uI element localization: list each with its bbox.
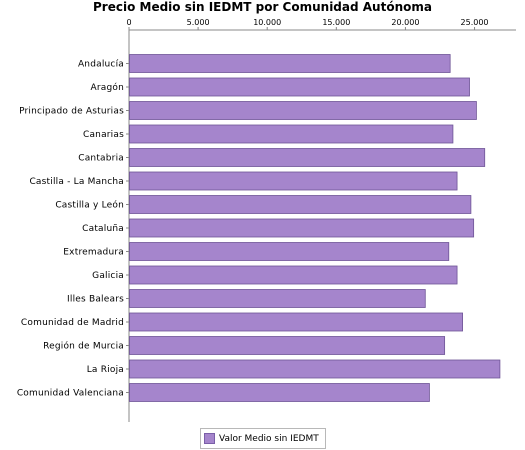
category-label: Cataluña <box>82 224 124 234</box>
category-label: Aragón <box>91 82 125 93</box>
category-label: Galicia <box>92 271 124 281</box>
bar <box>129 359 501 379</box>
bar <box>129 195 472 214</box>
x-tick-label: 25.000 <box>461 18 489 27</box>
category-label: Castilla y León <box>55 200 124 211</box>
y-axis <box>126 30 130 422</box>
bar <box>129 312 463 332</box>
legend-swatch <box>204 433 215 444</box>
bars <box>129 54 501 402</box>
category-label: Región de Murcia <box>43 341 124 352</box>
category-label: La Rioja <box>87 365 124 375</box>
bar <box>129 265 458 285</box>
category-label: Illes Balears <box>67 295 124 305</box>
x-tick-label: 10.000 <box>253 18 281 27</box>
x-tick-label: 0 <box>126 18 131 27</box>
category-labels: Andalucía Aragón Principado de Asturias Can… <box>17 60 124 399</box>
legend: Valor Medio sin IEDMT <box>200 428 326 449</box>
x-tick-label: 5.000 <box>187 18 210 27</box>
x-tick-label: 20.000 <box>391 18 419 27</box>
category-label: Castilla - La Mancha <box>29 177 124 187</box>
x-axis: 0 5.000 10.000 15.000 20.000 25.000 <box>126 18 516 31</box>
x-tick-label: 15.000 <box>322 18 350 27</box>
bar <box>129 242 450 261</box>
legend-label: Valor Medio sin IEDMT <box>219 433 319 444</box>
bar <box>129 171 458 191</box>
chart-title: Precio Medio sin IEDMT por Comunidad Aut… <box>93 0 432 14</box>
category-label: Andalucía <box>78 60 124 70</box>
category-label: Comunidad Valenciana <box>17 389 124 399</box>
bar <box>129 336 446 355</box>
bar <box>129 289 426 308</box>
bar <box>129 77 470 97</box>
category-label: Comunidad de Madrid <box>21 318 124 328</box>
category-label: Cantabria <box>78 154 124 164</box>
bar <box>129 383 430 402</box>
bar <box>129 124 454 144</box>
bar <box>129 218 475 238</box>
category-label: Canarias <box>83 130 124 140</box>
bar <box>129 101 477 120</box>
category-label: Principado de Asturias <box>19 107 124 117</box>
category-label: Extremadura <box>63 248 124 258</box>
bar <box>129 148 486 167</box>
bar <box>129 54 451 73</box>
